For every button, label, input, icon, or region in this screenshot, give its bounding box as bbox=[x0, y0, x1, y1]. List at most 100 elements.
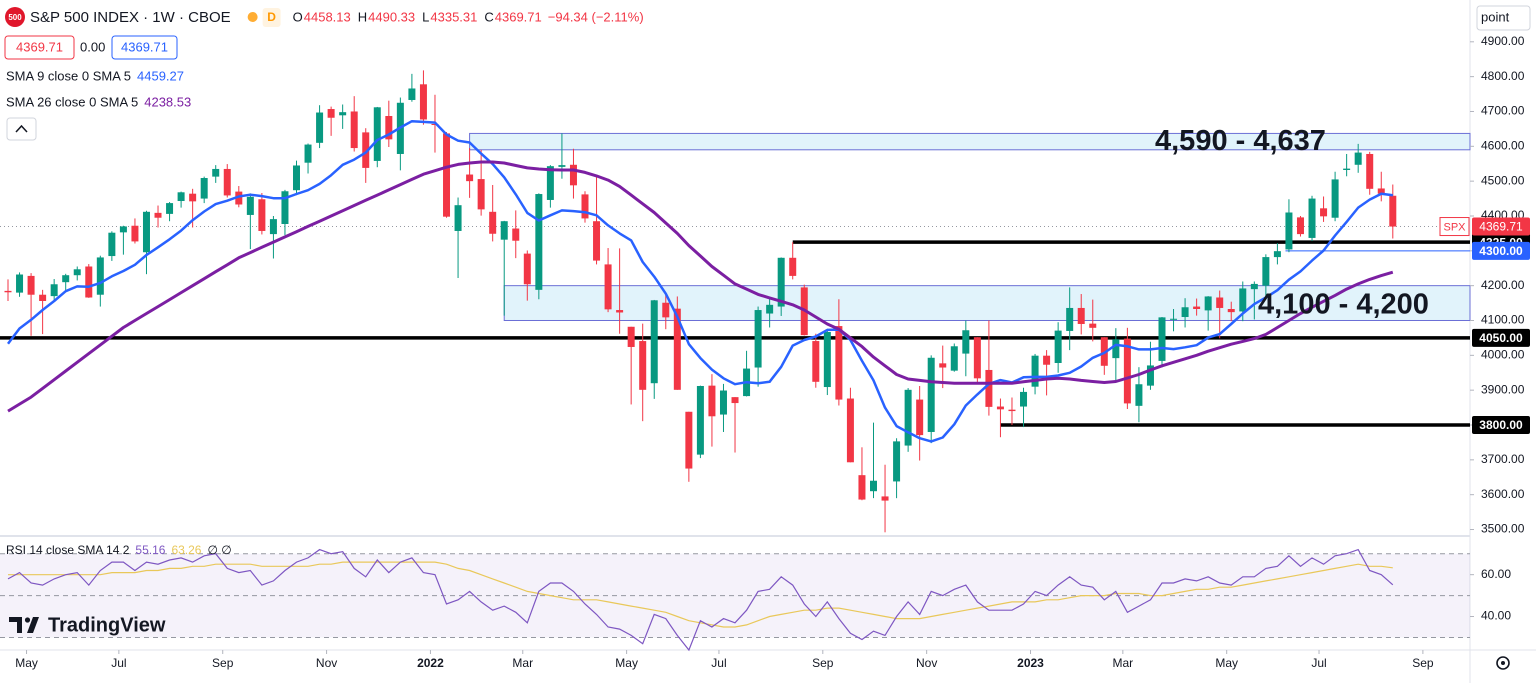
logo-mark bbox=[9, 617, 39, 633]
ohlc-label: O bbox=[293, 9, 303, 24]
candle-body bbox=[50, 284, 58, 297]
candle-body bbox=[812, 341, 820, 382]
rsi-line bbox=[7, 548, 1394, 652]
candle-body bbox=[616, 310, 624, 313]
level-tag-label: 4050.00 bbox=[1479, 331, 1523, 345]
candle-body bbox=[362, 132, 370, 168]
x-tick-label: Sep bbox=[812, 656, 834, 670]
ohlc-value: 4490.33 bbox=[368, 9, 415, 24]
candle-body bbox=[1077, 307, 1085, 324]
candle-body bbox=[962, 330, 970, 354]
ohlc-label: L bbox=[422, 9, 429, 24]
candle-body bbox=[293, 165, 300, 191]
change-value: −94.34 (−2.11%) bbox=[548, 9, 644, 24]
candle-body bbox=[142, 211, 150, 253]
candle-body bbox=[1308, 198, 1316, 238]
candle-body bbox=[581, 194, 589, 219]
candle-body bbox=[1273, 251, 1281, 258]
rsi-legend-ma: 63.26 bbox=[171, 543, 201, 557]
candle-body bbox=[154, 212, 162, 218]
candle-body bbox=[316, 112, 324, 143]
candle-body bbox=[973, 337, 981, 379]
candle-body bbox=[1377, 188, 1385, 194]
collapse-button[interactable] bbox=[6, 117, 37, 141]
y-tick-label: 4500.00 bbox=[1481, 173, 1525, 187]
candle-body bbox=[708, 385, 716, 417]
candle-body bbox=[477, 179, 485, 210]
bid-box bbox=[4, 35, 75, 60]
zone-label: 4,100 - 4,200 bbox=[1258, 288, 1429, 320]
sma-line bbox=[7, 160, 1394, 413]
candle-body bbox=[1227, 309, 1235, 313]
x-tick-label: Sep bbox=[212, 656, 234, 670]
candle-body bbox=[16, 274, 24, 293]
x-tick-label: Mar bbox=[1113, 656, 1134, 670]
candle-body bbox=[258, 199, 266, 231]
gear-hub[interactable] bbox=[1501, 661, 1505, 665]
candle-body bbox=[569, 164, 577, 186]
candle-body bbox=[1135, 384, 1143, 406]
symbol-badge bbox=[5, 7, 25, 27]
logo-dot bbox=[24, 617, 31, 623]
candle-body bbox=[443, 133, 451, 217]
candle-body bbox=[639, 341, 647, 390]
candle-body bbox=[1020, 391, 1028, 407]
candle-body bbox=[1123, 338, 1131, 404]
candle-body bbox=[1296, 217, 1304, 235]
settings-icon[interactable] bbox=[1496, 656, 1510, 670]
x-tick-label: Nov bbox=[316, 656, 337, 670]
candle-body bbox=[39, 294, 47, 301]
x-tick-label: May bbox=[15, 656, 38, 670]
y-tick-label: 4200.00 bbox=[1481, 278, 1525, 292]
candle-body bbox=[350, 111, 358, 149]
candle-body bbox=[235, 191, 243, 205]
session-badge-label: D bbox=[267, 10, 276, 24]
session-badge bbox=[262, 8, 281, 27]
x-tick-label: Jul bbox=[111, 656, 126, 670]
rsi-ma-line bbox=[8, 561, 1393, 628]
candle-body bbox=[777, 257, 785, 307]
candle-body bbox=[1066, 307, 1074, 331]
candle-body bbox=[835, 326, 843, 400]
collapse-arrow[interactable] bbox=[15, 124, 28, 133]
candle-body bbox=[431, 124, 439, 126]
candle-body bbox=[846, 398, 854, 463]
candle-body bbox=[558, 165, 566, 167]
y-tick-label: 4000.00 bbox=[1481, 348, 1525, 362]
candle-body bbox=[108, 232, 116, 257]
candle-body bbox=[373, 107, 381, 161]
x-tick-label: Sep bbox=[1412, 656, 1434, 670]
candle-body bbox=[731, 397, 739, 404]
x-tick-label: May bbox=[615, 656, 638, 670]
candle-body bbox=[523, 253, 531, 285]
candle-body bbox=[1089, 323, 1097, 328]
candle-body bbox=[996, 406, 1004, 410]
unit-label[interactable]: point bbox=[1481, 9, 1510, 24]
y-tick-label: 3500.00 bbox=[1481, 522, 1525, 536]
ohlc-label: H bbox=[358, 9, 367, 24]
symbol-badge-label: 500 bbox=[8, 13, 22, 22]
candle-body bbox=[1112, 339, 1120, 359]
candle-body bbox=[1043, 355, 1051, 365]
ask-box bbox=[111, 35, 178, 60]
candle-body bbox=[177, 192, 185, 202]
candle-body bbox=[696, 385, 704, 455]
y-tick-label: 4900.00 bbox=[1481, 34, 1525, 48]
y-tick-label: 4700.00 bbox=[1481, 104, 1525, 118]
level-tag-label: 4300.00 bbox=[1479, 244, 1523, 258]
candle-body bbox=[650, 300, 658, 384]
zone-label: 4,590 - 4,637 bbox=[1155, 125, 1326, 157]
candle-body bbox=[673, 308, 681, 390]
candle-body bbox=[327, 109, 335, 118]
candle-body bbox=[200, 178, 208, 199]
candle-body bbox=[1054, 330, 1062, 363]
level-tag bbox=[1472, 416, 1530, 435]
candle-body bbox=[627, 326, 635, 347]
y-tick-label: 4600.00 bbox=[1481, 138, 1525, 152]
gear[interactable] bbox=[1496, 656, 1510, 670]
ohlc-label: C bbox=[484, 9, 493, 24]
y-tick-label: 4800.00 bbox=[1481, 69, 1525, 83]
unit-box[interactable] bbox=[1476, 5, 1531, 31]
